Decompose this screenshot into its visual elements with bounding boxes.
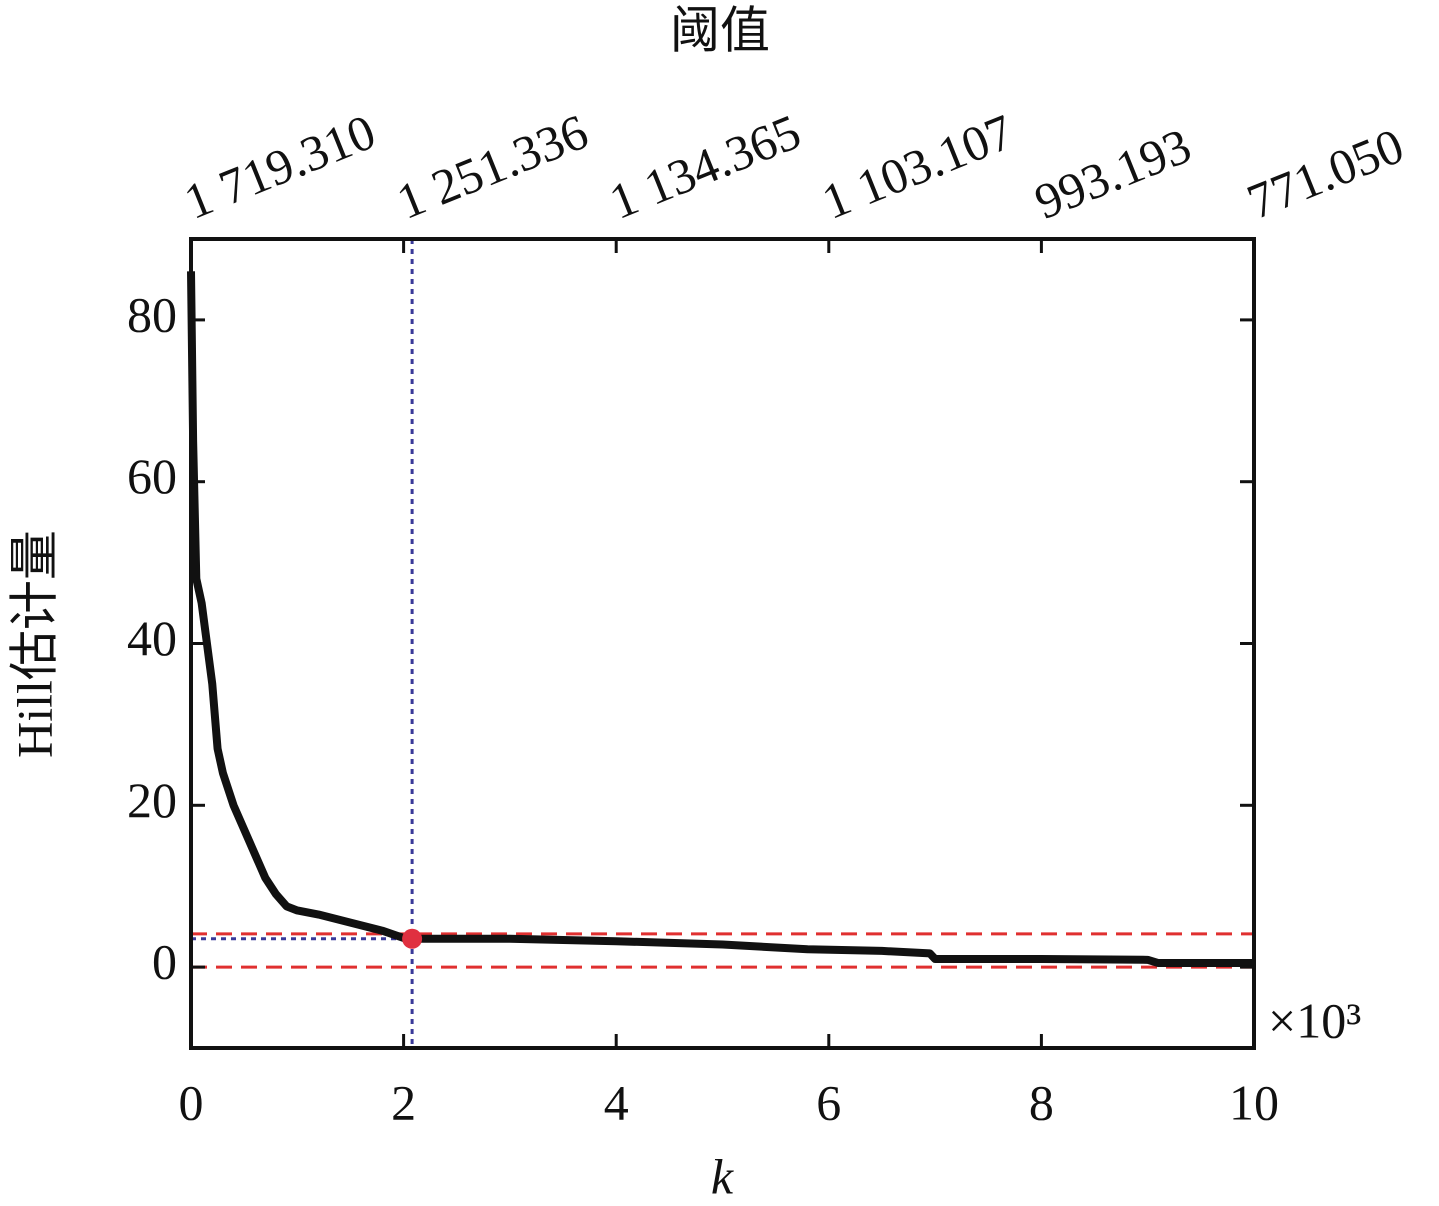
x-tick-label: 6 (816, 1074, 841, 1130)
top-tick-label: 1 103.107 (814, 103, 1020, 230)
y-axis-title: Hill估计量 (6, 530, 62, 758)
top-tick-label: 1 134.365 (602, 103, 808, 230)
y-tick-label: 20 (127, 772, 177, 828)
top-tick-label: 993.193 (1027, 117, 1199, 230)
y-tick-label: 0 (152, 934, 177, 990)
x-tick-label: 0 (179, 1074, 204, 1130)
y-tick-label: 40 (127, 610, 177, 666)
top-tick-label: 771.050 (1239, 117, 1411, 230)
data-line (187, 271, 1254, 968)
y-tick-label: 60 (127, 448, 177, 504)
top-tick-label: 1 251.336 (389, 103, 595, 230)
x-tick-label: 4 (604, 1074, 629, 1130)
top-axis-title: 阈值 (670, 2, 770, 58)
y-tick-label: 80 (127, 286, 177, 342)
selected-point (402, 928, 423, 949)
x-tick-label: 10 (1229, 1074, 1279, 1130)
x-tick-label: 2 (391, 1074, 416, 1130)
x-multiplier: ×10³ (1268, 992, 1361, 1048)
top-tick-label: 1 719.310 (176, 103, 382, 230)
x-axis-title: k (711, 1148, 734, 1204)
x-tick-label: 8 (1029, 1074, 1054, 1130)
